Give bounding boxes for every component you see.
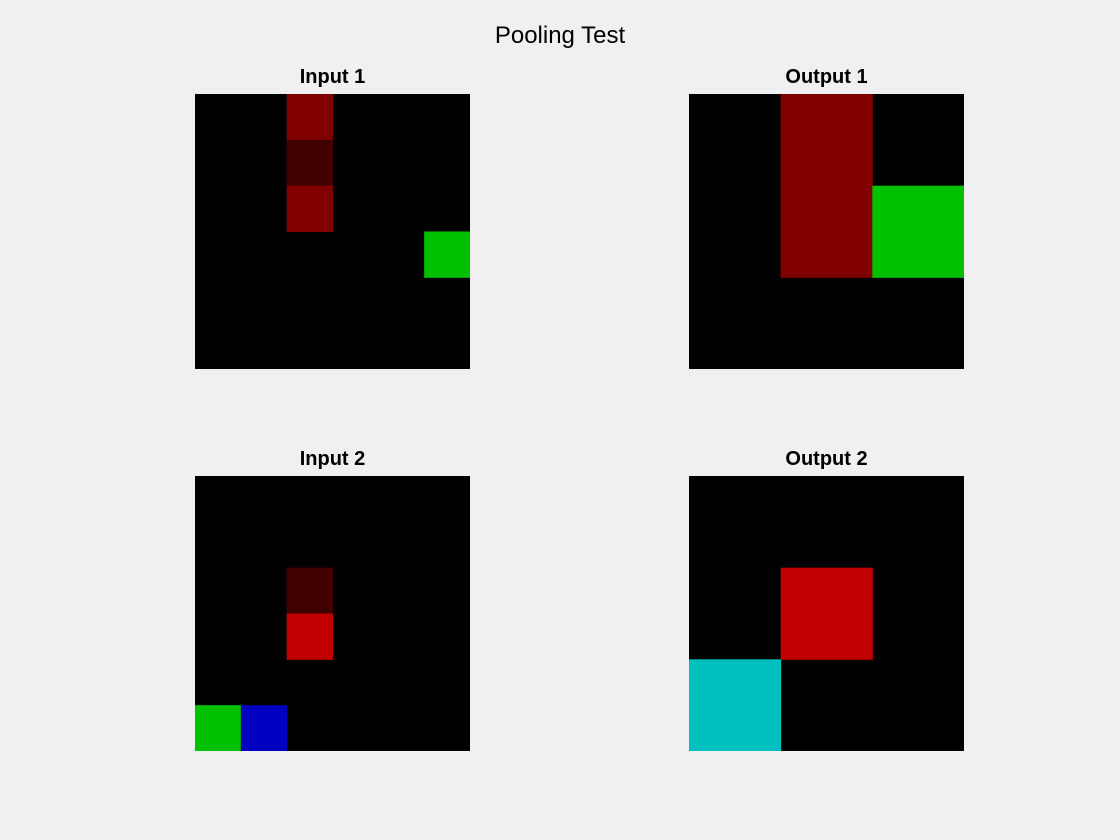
pixel-cell	[286, 613, 333, 660]
pixel-cell	[240, 705, 288, 751]
panel-title-input-1: Input 1	[299, 66, 366, 88]
pixel-cell	[195, 705, 242, 751]
pixel-cell	[286, 139, 333, 187]
pixel-cell	[286, 94, 333, 141]
panel-title-output-2: Output 2	[785, 448, 868, 470]
panel-title-output-1: Output 1	[785, 66, 868, 88]
pixel-cell	[780, 94, 873, 187]
image-output-1	[689, 94, 964, 369]
pixel-cell	[286, 185, 333, 232]
image-input-2	[195, 476, 470, 751]
image-input-1	[195, 94, 470, 369]
pixel-cell	[424, 231, 470, 278]
pixel-cell	[780, 567, 873, 660]
figure-title: Pooling Test	[494, 22, 626, 49]
panel-title-input-2: Input 2	[299, 448, 366, 470]
pixel-cell	[872, 185, 964, 278]
image-output-2	[689, 476, 964, 751]
pixel-cell	[689, 659, 782, 751]
pixel-cell	[286, 567, 333, 614]
pixel-cell	[780, 185, 873, 278]
